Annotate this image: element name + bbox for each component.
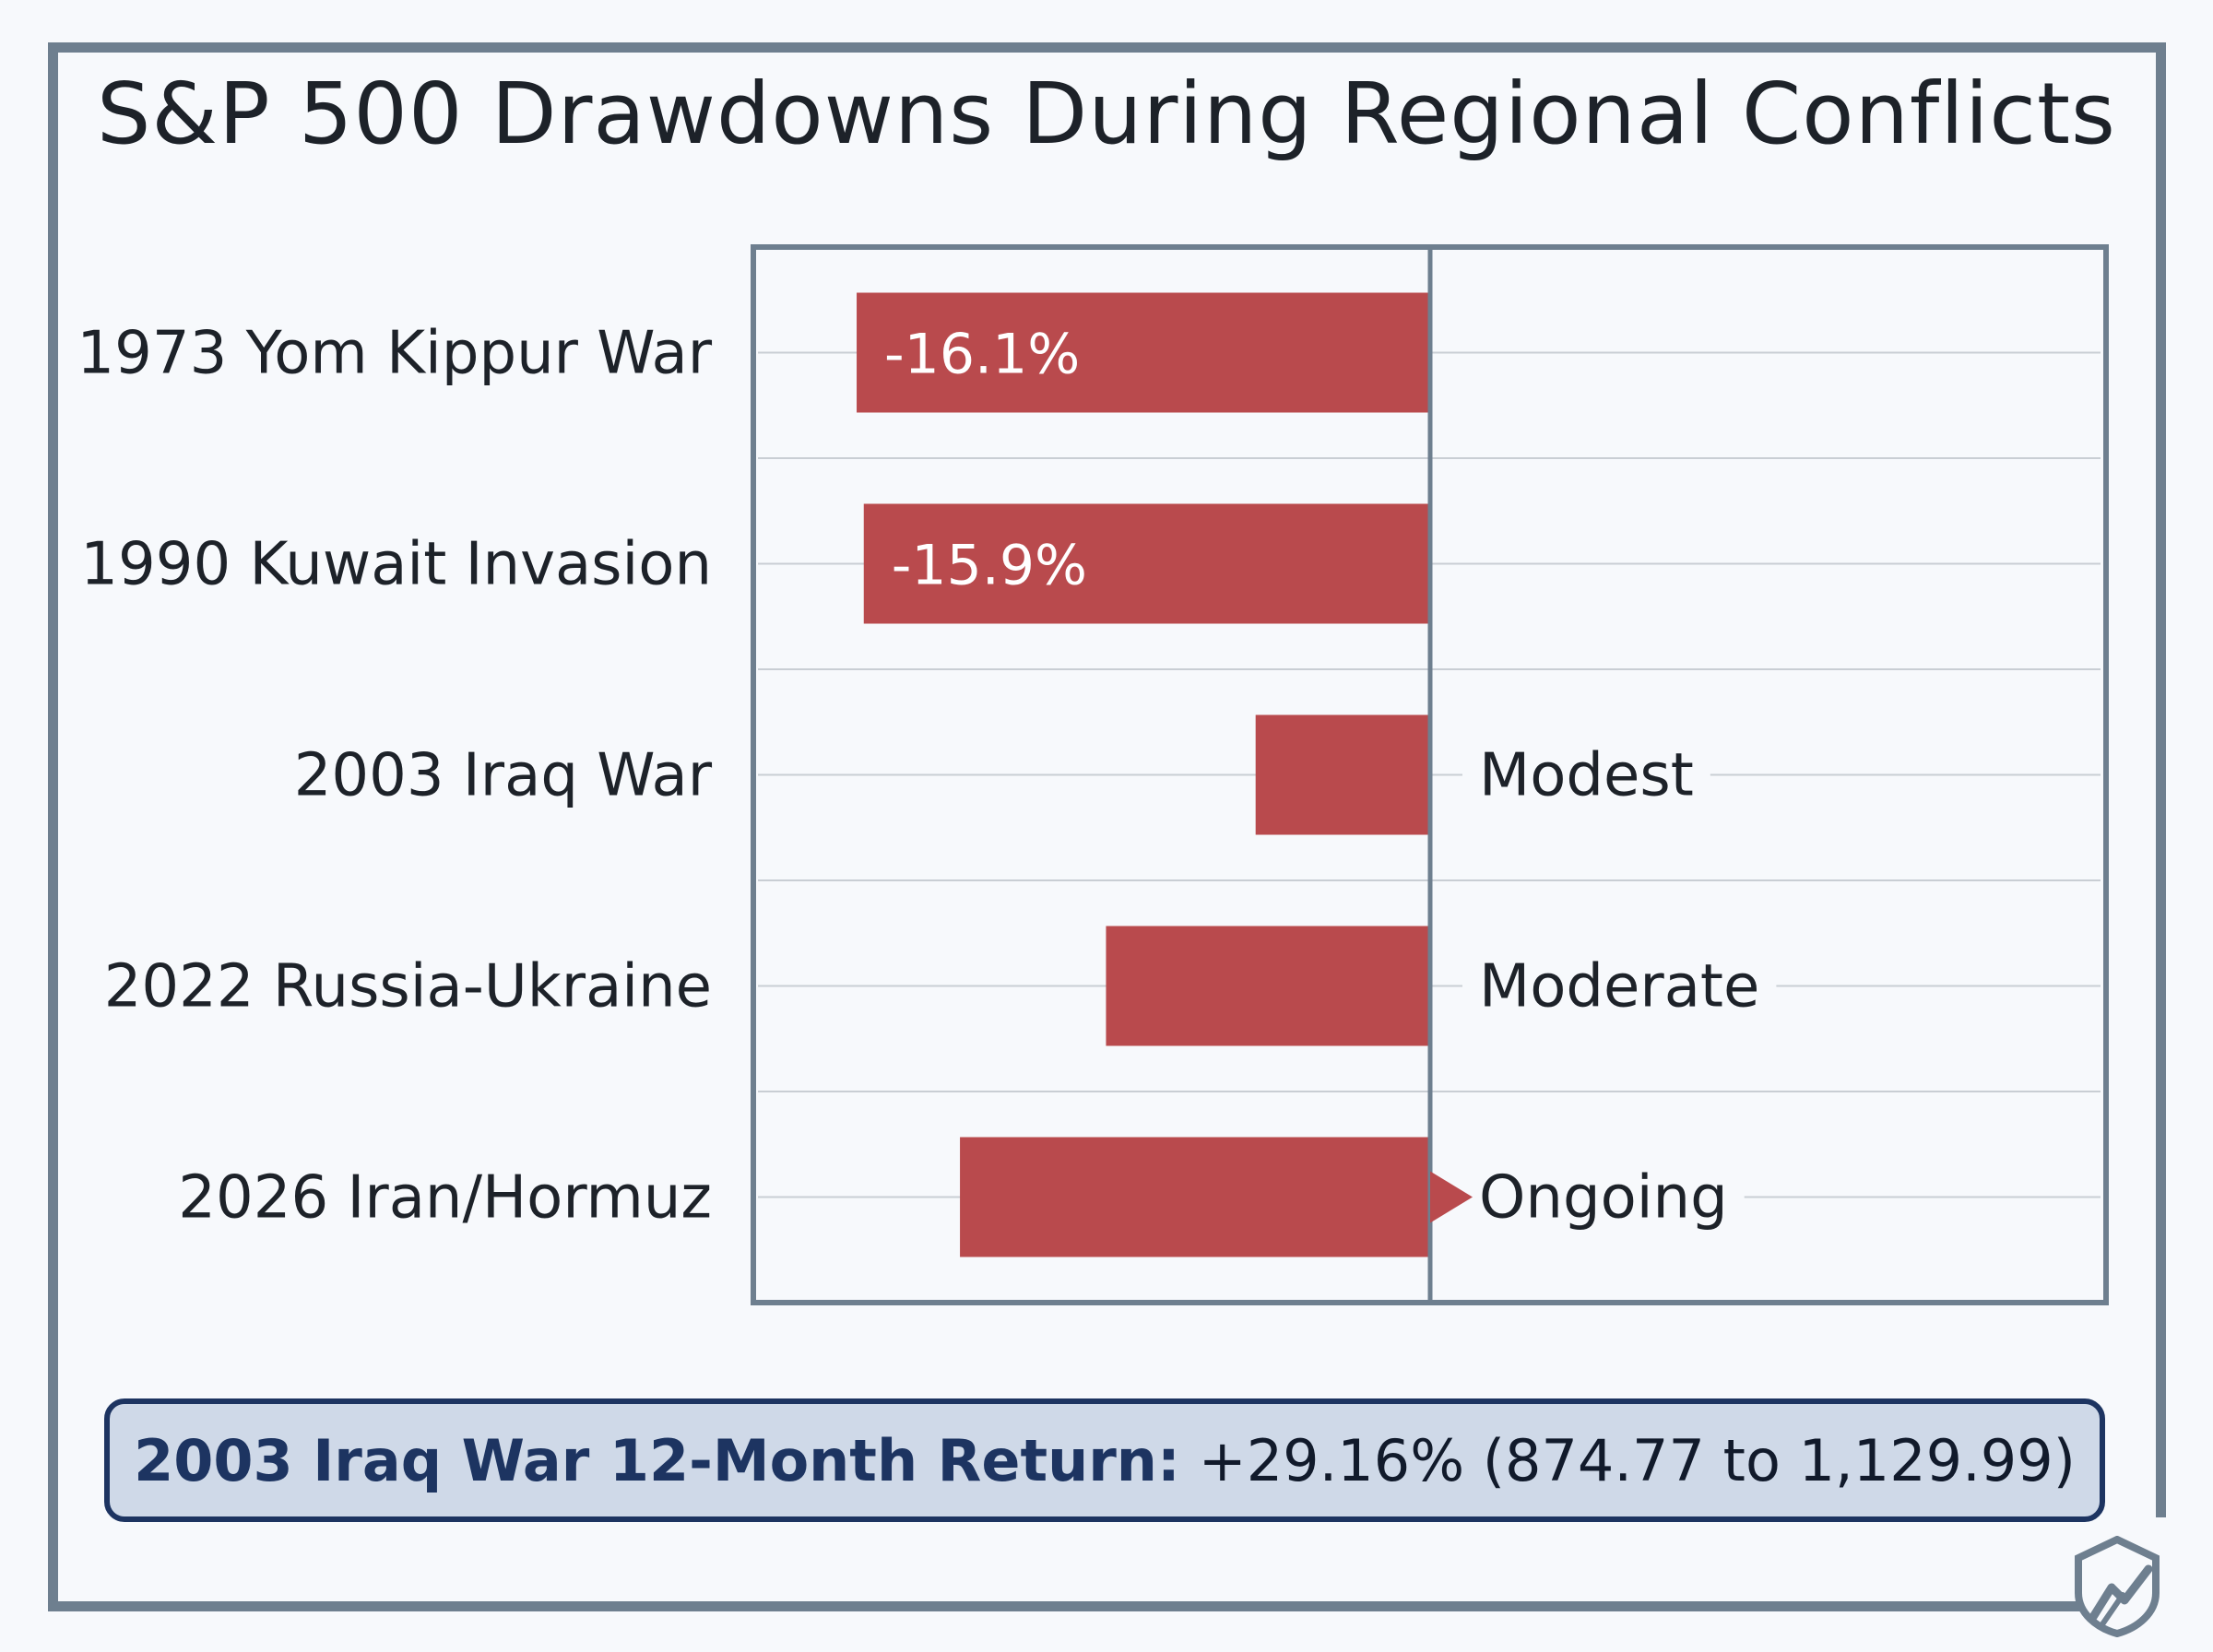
frame-border-top	[48, 42, 2166, 53]
bar	[960, 1137, 1430, 1257]
bar	[1255, 714, 1430, 835]
chart-title: S&P 500 Drawdowns During Regional Confli…	[97, 65, 2116, 163]
category-label: 1990 Kuwait Invasion	[80, 531, 712, 599]
callout-label: 2003 Iraq War 12-Month Return:	[134, 1426, 1180, 1494]
shield-chart-logo-icon	[2075, 1536, 2160, 1637]
bar	[1106, 926, 1430, 1046]
frame-border-left	[48, 42, 58, 1611]
frame-border-bottom	[48, 1601, 2084, 1611]
callout-value: +29.16% (874.77 to 1,129.99)	[1198, 1426, 2076, 1494]
ongoing-arrow-marker	[1430, 1171, 1473, 1223]
category-label: 1973 Yom Kippur War	[77, 320, 712, 388]
frame-border-right	[2156, 42, 2166, 1517]
bar-value-label: -15.9%	[892, 534, 1087, 598]
bar	[857, 292, 1430, 413]
side-label-background	[1462, 1191, 1745, 1203]
side-label-background	[1462, 980, 1777, 992]
bar-value-label: -16.1%	[884, 323, 1080, 387]
side-label: Modest	[1479, 742, 1694, 810]
side-label: Ongoing	[1479, 1164, 1728, 1233]
side-label: Moderate	[1479, 953, 1759, 1021]
category-label: 2003 Iraq War	[294, 742, 713, 810]
callout-box: 2003 Iraq War 12-Month Return: +29.16% (…	[104, 1398, 2105, 1522]
category-label: 2022 Russia-Ukraine	[104, 953, 712, 1021]
bar	[863, 503, 1430, 624]
side-label-background	[1462, 769, 1710, 781]
category-label: 2026 Iran/Hormuz	[178, 1164, 712, 1233]
